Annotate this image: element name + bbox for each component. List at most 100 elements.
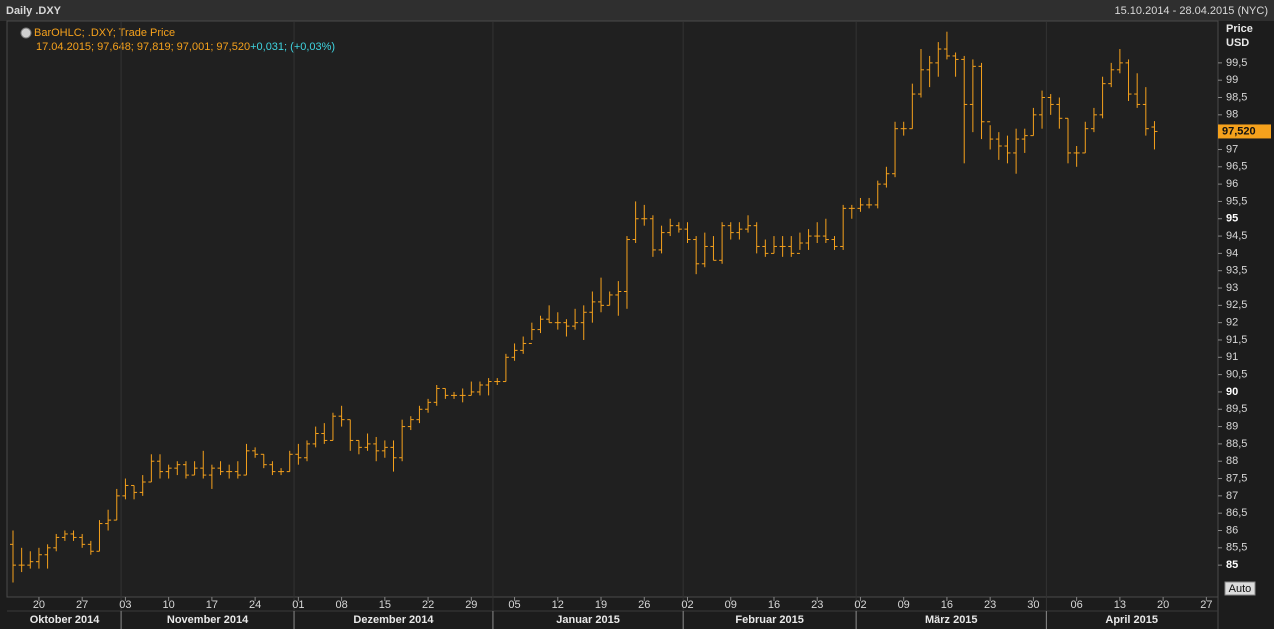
- y-tick-label: 88,5: [1226, 438, 1247, 450]
- x-tick-label: 03: [119, 599, 131, 611]
- ohlc-bar: [693, 236, 700, 275]
- month-label: Dezember 2014: [353, 614, 434, 626]
- ohlc-bar: [1142, 87, 1149, 136]
- last-price-box: [1218, 124, 1271, 139]
- ohlc-bar: [935, 42, 942, 77]
- ohlc-bar: [667, 218, 674, 237]
- ohlc-bar: [407, 416, 414, 431]
- ohlc-bar: [182, 461, 189, 479]
- ohlc-bar: [649, 215, 656, 257]
- ohlc-bar: [321, 423, 328, 444]
- ohlc-bar: [1004, 135, 1011, 164]
- ohlc-bar: [27, 551, 34, 569]
- ohlc-bar: [468, 381, 475, 396]
- chart-title: Daily .DXY: [6, 5, 62, 17]
- auto-button[interactable]: [1224, 581, 1256, 596]
- ohlc-bar: [105, 509, 112, 531]
- ohlc-bar: [494, 378, 501, 386]
- legend-ohlc: 17.04.2015; 97,648; 97,819; 97,001; 97,5…: [36, 41, 250, 53]
- ohlc-bar: [53, 533, 60, 552]
- x-tick-label: 23: [984, 599, 996, 611]
- x-tick-label: 02: [854, 599, 866, 611]
- y-tick-label: 90,5: [1226, 369, 1247, 381]
- ohlc-bar: [416, 405, 423, 424]
- x-tick-label: 08: [335, 599, 347, 611]
- ohlc-bar: [1151, 121, 1158, 150]
- y-tick-label: 87: [1226, 490, 1238, 502]
- ohlc-bar: [926, 55, 933, 88]
- ohlc-bar: [995, 132, 1002, 160]
- ohlc-bar: [546, 305, 553, 324]
- month-label: März 2015: [925, 614, 978, 626]
- ohlc-bar: [892, 121, 899, 178]
- x-tick-label: 26: [638, 599, 650, 611]
- ohlc-bar: [701, 232, 708, 268]
- x-tick-label: 17: [206, 599, 218, 611]
- ohlc-bar: [338, 405, 345, 427]
- x-tick-label: 09: [898, 599, 910, 611]
- ohlc-bar: [805, 229, 812, 250]
- y-tick-label: 96: [1226, 178, 1238, 190]
- x-tick-label: 15: [379, 599, 391, 611]
- ohlc-bar: [174, 461, 181, 476]
- title-bar: [0, 0, 1274, 21]
- y-tick-label: 98,5: [1226, 91, 1247, 103]
- ohlc-bar: [978, 62, 985, 140]
- ohlc-bar: [710, 236, 717, 261]
- x-tick-label: 02: [681, 599, 693, 611]
- ohlc-bar: [727, 222, 734, 240]
- ohlc-bar: [217, 461, 224, 476]
- y-tick-label: 89: [1226, 420, 1238, 432]
- ohlc-bar: [684, 222, 691, 243]
- ohlc-bar: [641, 204, 648, 226]
- x-tick-label: 12: [552, 599, 564, 611]
- ohlc-bar: [1047, 94, 1054, 115]
- ohlc-bar: [131, 484, 138, 500]
- plot-area: [6, 20, 1219, 598]
- ohlc-bar: [814, 222, 821, 243]
- y-tick-label: 99,5: [1226, 57, 1247, 69]
- ohlc-bar: [1134, 73, 1141, 108]
- ohlc-bar: [788, 236, 795, 257]
- ohlc-bar: [96, 520, 103, 552]
- ohlc-bar: [373, 436, 380, 462]
- ohlc-bar: [537, 315, 544, 334]
- x-tick-label: 01: [292, 599, 304, 611]
- ohlc-bar: [900, 121, 907, 136]
- ohlc-bar: [1056, 97, 1063, 129]
- y-tick-label: 96,5: [1226, 161, 1247, 173]
- ohlc-bar: [528, 322, 535, 344]
- ohlc-bar: [269, 461, 276, 476]
- ohlc-bar: [425, 398, 432, 413]
- ohlc-bar: [520, 336, 527, 354]
- ohlc-series: [10, 31, 1158, 583]
- y-tick-label: 97: [1226, 143, 1238, 155]
- y-tick-label: 95: [1226, 213, 1238, 225]
- ohlc-bar: [745, 215, 752, 233]
- ohlc-bar: [883, 166, 890, 188]
- ohlc-bar: [399, 419, 406, 462]
- x-tick-label: 16: [941, 599, 953, 611]
- month-label: Oktober 2014: [30, 614, 101, 626]
- ohlc-bar: [1082, 121, 1089, 154]
- ohlc-bar: [822, 218, 829, 243]
- y-tick-label: 93,5: [1226, 265, 1247, 277]
- ohlc-bar: [606, 291, 613, 306]
- ohlc-bar: [762, 239, 769, 257]
- ohlc-bar: [623, 236, 630, 309]
- ohlc-bar: [476, 381, 483, 396]
- month-label: Februar 2015: [735, 614, 803, 626]
- ohlc-bar: [347, 419, 354, 451]
- ohlc-bar: [1108, 62, 1115, 88]
- ohlc-bar: [113, 488, 120, 521]
- ohlc-bar: [909, 83, 916, 130]
- auto-label[interactable]: Auto: [1229, 583, 1252, 595]
- legend-icon[interactable]: [20, 27, 32, 39]
- x-tick-label: 20: [1157, 599, 1169, 611]
- ohlc-bar: [1125, 59, 1132, 101]
- ohlc-bar: [44, 544, 51, 569]
- x-tick-label: 16: [768, 599, 780, 611]
- ohlc-bar: [511, 343, 518, 361]
- ohlc-bar: [770, 236, 777, 254]
- y-tick-label: 99: [1226, 74, 1238, 86]
